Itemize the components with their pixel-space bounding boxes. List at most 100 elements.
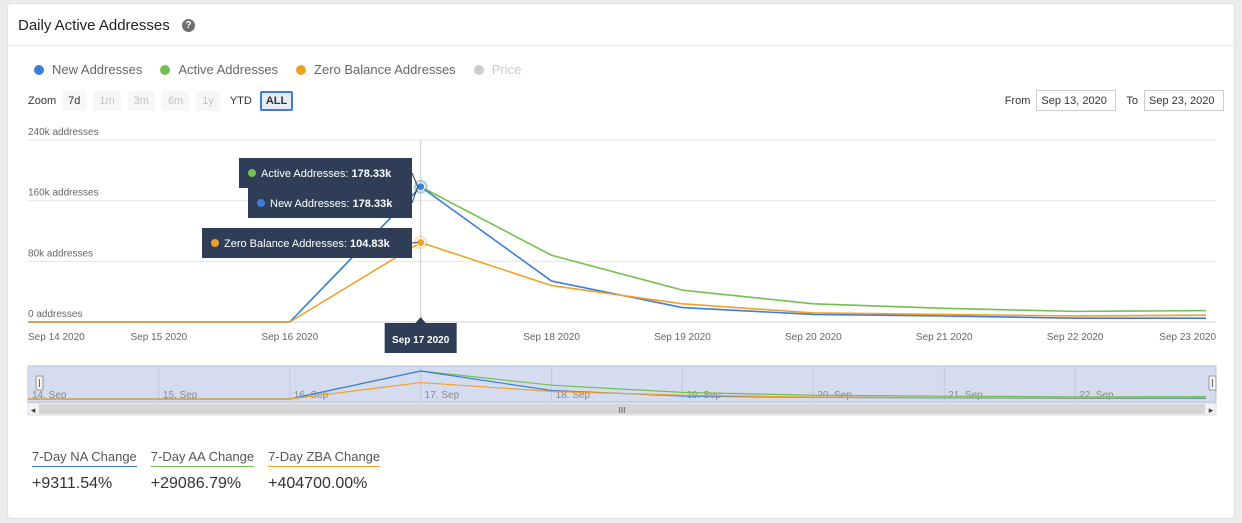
navigator: 14. Sep 15. Sep 16. Sep 17. Sep 18. Sep 19. S… <box>27 365 1217 416</box>
stat-value: +29086.79% <box>150 475 242 492</box>
card-header: Daily Active Addresses ? <box>8 4 1234 46</box>
tooltip-value: 178.33k <box>353 198 394 210</box>
legend-item-new-addresses[interactable]: New Addresses <box>34 62 142 77</box>
navigator-tick-label: 14. Sep <box>32 390 67 401</box>
tooltip-dot-icon <box>248 169 256 177</box>
x-tick-label: Sep 22 2020 <box>1047 332 1104 343</box>
x-tick-label: Sep 20 2020 <box>785 332 842 343</box>
stat-7-day-zba-change: 7-Day ZBA Change +404700.00% <box>268 449 381 493</box>
tooltip-connector <box>411 186 419 204</box>
tooltip-text: Zero Balance Addresses: 104.83k <box>224 238 391 250</box>
tooltip-text: New Addresses: 178.33k <box>270 198 393 210</box>
y-axis-labels: 0 addresses 80k addresses 160k addresses 24… <box>28 127 99 320</box>
series-line-zero-balance-addresses <box>28 241 1207 323</box>
legend-label: Price <box>491 62 522 77</box>
scroll-left-arrow-icon[interactable]: ◂ <box>31 405 36 415</box>
line-chart[interactable]: 0 addresses 80k addresses 160k addresses 24… <box>8 4 1236 429</box>
hover-marker-new-addresses <box>416 182 426 192</box>
x-tick-label: Sep 21 2020 <box>916 332 973 343</box>
stat-7-day-na-change: 7-Day NA Change +9311.54% <box>32 449 137 493</box>
tooltip-dot-icon <box>211 239 219 247</box>
legend-item-zero-balance-addresses[interactable]: Zero Balance Addresses <box>296 62 456 77</box>
x-tick-label: Sep 16 2020 <box>261 332 318 343</box>
navigator-line-zero-balance-addresses <box>28 381 1207 400</box>
date-tooltip-arrow <box>415 317 426 323</box>
tooltip-zero-balance-addresses: Zero Balance Addresses: 104.83k <box>202 228 418 258</box>
scrollbar-thumb[interactable] <box>39 404 1205 414</box>
y-tick-label: 80k addresses <box>28 248 93 259</box>
x-tick-label: Sep 19 2020 <box>654 332 711 343</box>
y-tick-label: 0 addresses <box>28 309 82 320</box>
zoom-button-6m: 6m <box>161 91 190 111</box>
stat-7-day-aa-change: 7-Day AA Change +29086.79% <box>150 449 255 493</box>
stat-value: +9311.54% <box>32 475 113 492</box>
x-axis-labels: Sep 14 2020 Sep 15 2020 Sep 16 2020 Sep 18 … <box>28 332 1216 343</box>
question-circle-icon[interactable]: ? <box>182 19 195 32</box>
tooltip-box <box>202 228 412 258</box>
change-stats: 7-Day NA Change +9311.54% 7-Day AA Change +… <box>32 449 381 493</box>
navigator-tick-label: 21. Sep <box>948 390 983 401</box>
date-tooltip: Sep 17 2020 <box>384 317 457 353</box>
zoom-button-3m: 3m <box>127 91 155 111</box>
scroll-right-arrow-icon[interactable]: ▸ <box>1209 405 1214 415</box>
stat-label: 7-Day AA Change <box>150 449 255 467</box>
zoom-label: Zoom <box>28 95 57 107</box>
tooltip-value: 178.33k <box>352 168 393 180</box>
date-tooltip-label: Sep 17 2020 <box>392 335 450 346</box>
chart-card: Daily Active Addresses ? New Addresses Ac… <box>7 3 1235 519</box>
date-range: From To <box>1005 90 1224 111</box>
legend-dot-icon <box>160 64 171 75</box>
stat-label: 7-Day NA Change <box>32 449 137 467</box>
x-tick-label: Sep 14 2020 <box>28 332 85 343</box>
legend-label: Active Addresses <box>178 62 279 77</box>
from-label: From <box>1004 94 1031 107</box>
navigator-tick-label: 15. Sep <box>163 390 198 401</box>
legend-dot-icon <box>296 64 307 75</box>
tooltip-active-addresses: Active Addresses: 178.33k <box>239 158 419 188</box>
date-tooltip-box <box>384 323 457 353</box>
legend-dot-icon <box>473 64 484 75</box>
tooltip-dot-icon <box>257 199 265 207</box>
legend-label: Zero Balance Addresses <box>314 62 456 77</box>
tooltip-box <box>239 158 412 188</box>
tooltip-label: Zero Balance Addresses: <box>224 238 350 250</box>
x-tick-label: Sep 23 2020 <box>1159 332 1216 343</box>
tooltip-label: New Addresses: <box>270 198 353 210</box>
navigator-tick-label: 17. Sep <box>425 390 460 401</box>
to-date-input[interactable] <box>1144 90 1224 111</box>
to-label: To <box>1126 94 1138 107</box>
stat-value: +404700.00% <box>268 475 368 492</box>
series-lines <box>28 185 1207 323</box>
x-tick-label: Sep 18 2020 <box>523 332 580 343</box>
crosshair: Sep 17 2020 <box>384 140 457 353</box>
tooltip-new-addresses: New Addresses: 178.33k <box>248 186 419 218</box>
legend-label: New Addresses <box>52 62 143 77</box>
y-tick-label: 160k addresses <box>28 188 99 199</box>
zoom-controls: Zoom 7d 1m 3m 6m 1y YTD ALL <box>28 91 300 111</box>
navigator-tick-label: 18. Sep <box>556 390 591 401</box>
legend-dot-icon <box>34 64 44 75</box>
zoom-button-1y: 1y <box>196 91 220 111</box>
stat-label: 7-Day ZBA Change <box>268 449 381 467</box>
y-tick-label: 240k addresses <box>28 127 99 138</box>
zoom-button-ytd[interactable]: YTD <box>229 95 252 107</box>
tooltip-text: Active Addresses: 178.33k <box>261 168 392 180</box>
legend-item-active-addresses[interactable]: Active Addresses <box>160 62 278 77</box>
tooltip-box <box>248 188 412 218</box>
hover-markers <box>413 179 428 250</box>
x-tick-label: Sep 15 2020 <box>131 332 188 343</box>
tooltip-value: 104.83k <box>350 238 391 250</box>
zoom-button-1m: 1m <box>93 91 121 111</box>
zoom-button-7d[interactable]: 7d <box>62 91 87 111</box>
chart-title: Daily Active Addresses <box>18 17 170 34</box>
from-date-input[interactable] <box>1036 90 1117 111</box>
navigator-tick-label: 16. Sep <box>294 390 329 401</box>
tooltip-label: Active Addresses: <box>261 168 352 180</box>
scrollbar-grip-icon: III <box>619 406 626 415</box>
legend-item-price[interactable]: Price <box>473 62 522 77</box>
navigator-tick-label: 22. Sep <box>1079 390 1114 401</box>
hover-marker-zero-balance-addresses <box>416 238 426 248</box>
tooltip-connector <box>411 172 419 187</box>
zoom-button-all[interactable]: ALL <box>259 91 294 111</box>
